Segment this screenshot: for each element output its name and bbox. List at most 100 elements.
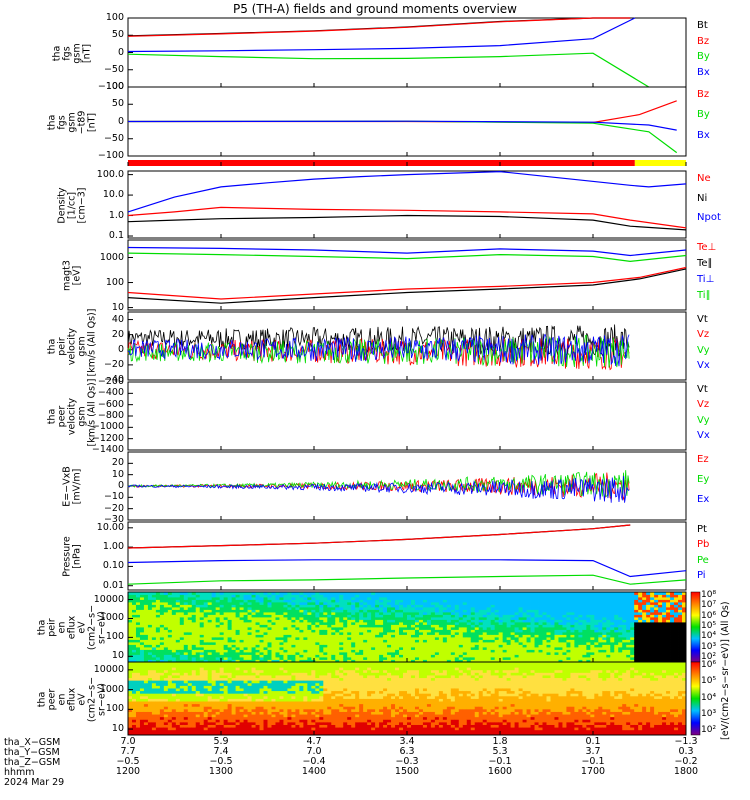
spec-cell	[387, 597, 392, 600]
spec-cell	[243, 637, 248, 640]
spec-cell	[474, 599, 480, 603]
spec-cell	[502, 602, 508, 605]
spec-cell	[642, 592, 647, 595]
spec-cell	[131, 647, 137, 650]
spec-cell	[163, 716, 169, 720]
spec-cell	[558, 617, 563, 620]
spec-cell	[259, 644, 264, 648]
spec-cell	[498, 612, 504, 615]
spec-cell	[179, 592, 185, 595]
spec-cell	[303, 624, 308, 628]
spec-cell	[518, 642, 523, 645]
spec-cell	[139, 662, 145, 666]
spec-cell	[151, 682, 157, 686]
spec-cell	[163, 708, 169, 712]
spec-cell	[618, 609, 623, 613]
spec-cell	[446, 604, 452, 608]
spec-cell	[183, 680, 189, 684]
spec-cell	[363, 594, 368, 598]
spec-cell	[247, 695, 252, 699]
spec-cell	[139, 729, 145, 733]
spec-cell	[219, 657, 225, 660]
spec-cell	[227, 619, 233, 623]
spec-cell	[211, 617, 217, 620]
spec-cell	[251, 698, 256, 702]
spec-cell	[207, 690, 213, 694]
spec-cell	[307, 624, 312, 628]
spec-cell	[131, 654, 137, 658]
spec-cell	[666, 604, 671, 608]
spec-cell	[279, 642, 284, 645]
spec-cell	[155, 647, 161, 650]
spec-cell	[530, 599, 535, 603]
spec-cell	[414, 632, 420, 635]
spec-cell	[303, 649, 308, 653]
spec-cell	[251, 708, 256, 712]
spec-cell	[399, 644, 404, 648]
spec-cell	[135, 677, 141, 681]
spec-cell	[203, 672, 209, 676]
spec-cell	[658, 629, 663, 633]
spec-cell	[486, 602, 492, 605]
spec-cell	[131, 614, 137, 618]
spec-cell	[187, 706, 193, 710]
spec-cell	[155, 622, 161, 625]
spec-cell	[131, 693, 137, 697]
spec-cell	[287, 607, 292, 610]
spec-cell	[634, 617, 639, 620]
spec-cell	[666, 634, 671, 638]
spec-cell	[466, 612, 472, 615]
spec-cell	[215, 627, 221, 630]
spec-cell	[606, 639, 611, 643]
spec-cell	[654, 647, 659, 650]
spec-cell	[247, 672, 252, 676]
spec-cell	[211, 727, 217, 731]
spec-cell	[243, 701, 248, 705]
spec-cell	[143, 672, 149, 676]
spec-cell	[454, 627, 460, 630]
spec-cell	[650, 639, 655, 643]
spec-cell	[247, 708, 252, 712]
spec-cell	[610, 607, 615, 610]
spec-cell	[558, 634, 563, 638]
spec-cell	[578, 637, 583, 640]
spec-cell	[422, 599, 428, 603]
spec-cell	[263, 654, 268, 658]
spec-cell	[522, 634, 527, 638]
spec-cell	[351, 599, 356, 603]
spec-cell	[283, 634, 288, 638]
spec-cell	[622, 594, 627, 598]
spec-cell	[323, 657, 328, 660]
spec-cell	[530, 617, 535, 620]
spec-cell	[151, 604, 157, 608]
spec-cell	[159, 604, 165, 608]
spec-cell	[235, 716, 240, 720]
spec-cell	[191, 706, 197, 710]
spec-cell	[403, 619, 408, 623]
spec-cell	[275, 637, 280, 640]
spec-cell	[642, 659, 647, 663]
spec-cell	[590, 644, 595, 648]
spec-cell	[422, 657, 428, 660]
spec-cell	[247, 677, 252, 681]
spec-cell	[155, 599, 161, 603]
spec-cell	[666, 642, 671, 645]
spec-cell	[235, 677, 240, 681]
spec-cell	[207, 649, 213, 653]
spec-cell	[203, 721, 209, 725]
spec-cell	[239, 695, 244, 699]
spec-cell	[638, 632, 643, 635]
spec-cell	[295, 657, 300, 660]
spec-cell	[494, 639, 500, 643]
spec-cell	[303, 627, 308, 630]
spec-cell	[379, 594, 384, 598]
spec-cell	[155, 629, 161, 633]
spec-cell	[638, 657, 643, 660]
spec-cell	[179, 695, 185, 699]
spec-cell	[574, 609, 579, 613]
spec-cell	[183, 597, 189, 600]
spec-cell	[247, 711, 252, 715]
spec-cell	[171, 672, 177, 676]
spec-cell	[187, 624, 193, 628]
spec-cell	[151, 711, 157, 715]
